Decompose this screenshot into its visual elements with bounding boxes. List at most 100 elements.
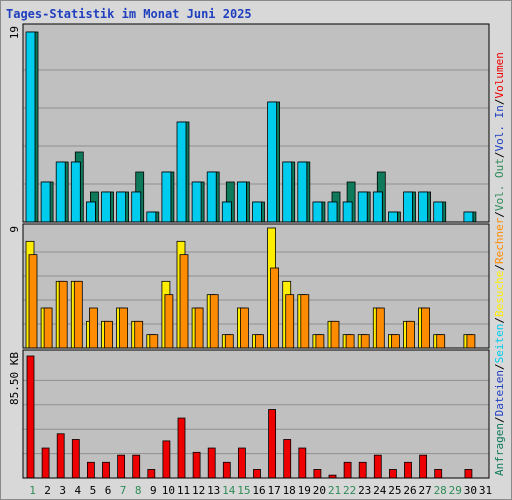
rechner-bar-day-10 [164,294,174,349]
volumen-bar-day-17 [268,409,277,479]
x-axis-label-day-15: 15 [237,484,250,497]
volumen-bar-day-12 [192,451,201,479]
x-axis-label-day-21: 21 [328,484,341,497]
volumen-bar-day-25 [388,469,397,479]
x-axis-label-day-26: 26 [403,484,416,497]
rechner-bar-day-21 [330,320,340,349]
rechner-bar-day-18 [285,294,295,349]
x-axis-label-day-23: 23 [358,484,371,497]
x-axis-label-day-18: 18 [283,484,296,497]
legend-segment-7: / [493,264,506,271]
volumen-bar-day-30 [464,469,473,479]
x-axis-label-day-1: 1 [29,484,36,497]
panel-2-ymax-label: 9 [8,226,21,233]
rechner-bar-day-26 [406,320,415,349]
volumen-bar-day-6 [102,461,110,479]
x-axis-label-day-16: 16 [252,484,265,497]
seiten-bar-day-5 [86,201,96,223]
volumen-bar-day-19 [298,447,307,479]
rechner-bar-day-15 [239,307,249,349]
legend-segment-8: Rechner [493,217,506,264]
x-axis-label-day-14: 14 [222,484,236,497]
volumen-bar-day-3 [56,433,65,479]
panel-1-border [22,23,490,223]
seiten-bar-day-27 [418,191,429,223]
seiten-bar-day-11 [176,121,187,223]
x-axis-label-day-22: 22 [343,484,356,497]
seiten-bar-day-6 [101,191,111,223]
volumen-bar-day-7 [117,454,125,479]
legend-segment-11: / [493,151,506,158]
x-axis-label-day-31: 31 [479,484,492,497]
rechner-bar-day-8 [134,320,144,349]
x-axis-label-day-24: 24 [373,484,387,497]
rechner-bar-day-11 [179,254,189,349]
volumen-bar-day-1 [26,355,35,479]
x-axis-label-day-27: 27 [418,484,431,497]
rechner-bar-day-24 [375,307,385,349]
legend-segment-3: / [493,363,506,370]
panel-3-border [22,349,490,479]
legend-segment-0: Anfragen [493,423,506,476]
rechner-bar-day-30 [466,334,476,349]
x-axis-label-day-9: 9 [150,484,157,497]
seiten-bar-day-12 [191,181,202,223]
x-axis-label-day-6: 6 [105,484,112,497]
seiten-bar-day-7 [116,191,126,223]
x-axis-label-day-11: 11 [177,484,190,497]
seiten-bar-day-30 [463,211,474,223]
x-axis-label-day-30: 30 [464,484,477,497]
volumen-bar-day-23 [358,461,367,479]
legend-segment-9: / [493,211,506,218]
seiten-bar-day-17 [267,101,278,223]
rechner-bar-day-19 [300,294,310,349]
volumen-bar-day-4 [71,439,80,479]
seiten-bar-day-2 [40,181,51,223]
right-legend: Anfragen/Dateien/Seiten/Besuche/Rechner/… [493,52,506,476]
seiten-bar-day-10 [161,171,172,223]
volumen-bar-day-9 [147,469,156,479]
rechner-bar-day-13 [209,294,219,349]
legend-segment-1: / [493,416,506,423]
legend-segment-4: Seiten [493,324,506,364]
panel-2-border [22,223,490,349]
x-axis-label-day-13: 13 [207,484,220,497]
seiten-bar-day-4 [70,161,81,223]
rechner-bar-day-4 [73,280,83,349]
rechner-bar-day-28 [436,334,446,349]
volumen-bar-day-2 [41,447,50,479]
seiten-bar-day-25 [387,211,398,223]
volumen-bar-day-8 [132,454,141,479]
seiten-bar-day-3 [55,161,66,223]
legend-segment-12: Vol. In [493,105,506,151]
panel-1-background [23,24,489,222]
x-axis-label-day-12: 12 [192,484,205,497]
seiten-bar-day-21 [327,201,338,223]
rechner-bar-day-25 [390,334,400,349]
panel-3-ymax-label: 85.50 KB [8,352,21,405]
x-axis-label-day-2: 2 [44,484,51,497]
x-axis-label-day-17: 17 [267,484,280,497]
volumen-bar-day-14 [222,461,231,479]
x-axis-label-day-7: 7 [120,484,127,497]
volumen-bar-day-5 [87,461,95,479]
seiten-bar-day-23 [357,191,368,223]
seiten-bar-day-15 [236,181,247,223]
volumen-bar-day-26 [404,461,412,479]
seiten-bar-day-24 [372,191,383,223]
x-axis-label-day-4: 4 [74,484,81,497]
panel-1-ymax-label: 19 [8,26,21,39]
seiten-bar-day-14 [221,201,232,223]
legend-segment-13: / [493,98,506,105]
volumen-bar-day-16 [253,469,261,479]
volumen-bar-day-10 [162,440,171,479]
legend-segment-6: Besuche [493,271,506,317]
seiten-bar-day-22 [342,201,353,223]
rechner-bar-day-2 [43,307,53,349]
x-axis-label-day-28: 28 [434,484,447,497]
seiten-bar-day-26 [403,191,413,223]
rechner-bar-day-14 [224,334,234,349]
x-axis-label-day-25: 25 [388,484,401,497]
volumen-bar-day-15 [237,447,246,479]
